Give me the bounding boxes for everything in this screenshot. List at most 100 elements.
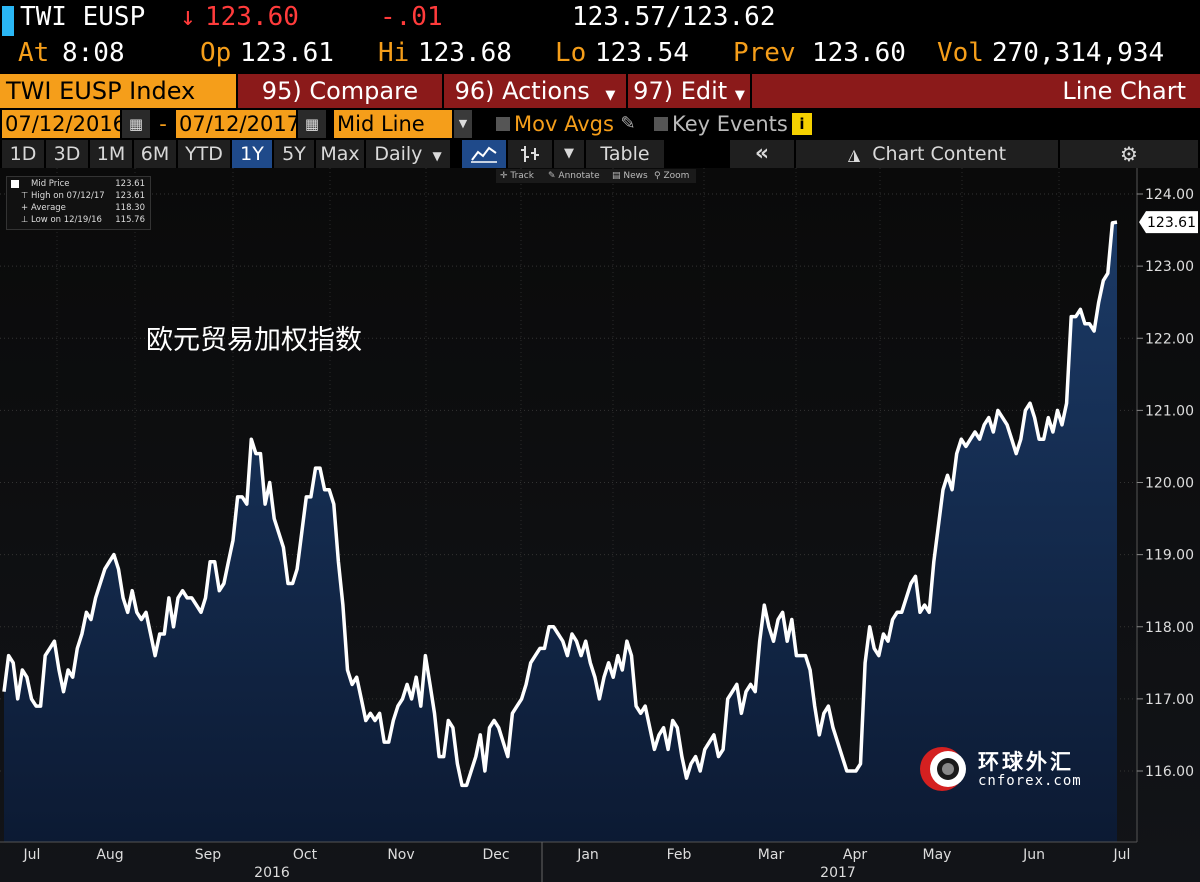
legend-row-mid: Mid Price 123.61 <box>7 178 150 190</box>
x-tick-label: Nov <box>387 847 414 863</box>
legend-high-label: High on 07/12/17 <box>31 191 105 201</box>
ohlc-glyph <box>521 146 539 162</box>
chart-type-caret-icon[interactable]: ▼ <box>554 140 584 168</box>
y-tick-label: 117.00 <box>1145 692 1194 708</box>
end-calendar-icon[interactable]: ▦ <box>298 110 326 138</box>
y-tick-label: 118.00 <box>1145 620 1194 636</box>
lo-value: 123.54 <box>595 38 689 68</box>
period-max[interactable]: Max <box>316 140 364 168</box>
chart-content-label: Chart Content <box>872 143 1007 165</box>
legend-low-value: 115.76 <box>115 215 145 225</box>
annotate-label: Annotate <box>558 171 600 181</box>
period-bar: 1D 3D 1M 6M YTD 1Y 5Y Max Daily ▼ ▼ Tabl… <box>0 140 1200 168</box>
table-button[interactable]: Table <box>586 140 664 168</box>
x-tick-label: Aug <box>96 847 123 863</box>
legend-average-value: 118.30 <box>115 203 145 213</box>
chart-tools-strip: ✛ Track ✎ Annotate ▤ News ⚲ Zoom <box>496 169 696 183</box>
x-tick-label: Mar <box>758 847 785 863</box>
period-1m[interactable]: 1M <box>90 140 132 168</box>
legend-low-icon: ⊥ <box>21 215 29 225</box>
x-year-label: 2017 <box>820 865 856 881</box>
y-tick-label: 119.00 <box>1145 548 1194 564</box>
at-time: 8:08 <box>62 38 125 68</box>
period-1y[interactable]: 1Y <box>232 140 272 168</box>
last-value-label: 123.61 <box>1147 215 1196 231</box>
x-year-label: 2016 <box>254 865 290 881</box>
watermark-site: cnforex.com <box>978 773 1082 789</box>
track-label: Track <box>510 171 534 181</box>
period-3d[interactable]: 3D <box>46 140 88 168</box>
lo-label: Lo <box>555 38 587 68</box>
watermark-cn: 环球外汇 <box>978 750 1074 774</box>
legend-low-label: Low on 12/19/16 <box>31 215 102 225</box>
last-value-badge <box>1139 211 1198 234</box>
period-6m[interactable]: 6M <box>134 140 176 168</box>
y-tick-label: 116.00 <box>1145 764 1194 780</box>
hi-value: 123.68 <box>418 38 512 68</box>
y-axis-ticks: 124.00 123.00 122.00 121.00 120.00 119.00 118.… <box>1137 187 1194 780</box>
command-bar: TWI EUSP Index 95) Compare 96) Actions ▼… <box>0 74 1200 108</box>
period-5y[interactable]: 5Y <box>274 140 314 168</box>
date-separator: - <box>159 112 167 136</box>
news-label: News <box>623 171 648 181</box>
x-tick-label: Jul <box>23 847 41 863</box>
annotate-tool[interactable]: ✎ Annotate <box>548 169 600 183</box>
actions-button[interactable]: 96) Actions ▼ <box>444 74 626 108</box>
key-events-checkbox[interactable] <box>654 117 668 131</box>
field-select[interactable]: Mid Line <box>334 110 452 138</box>
compare-button[interactable]: 95) Compare <box>238 74 442 108</box>
period-ytd[interactable]: YTD <box>178 140 230 168</box>
legend-mid-label: Mid Price <box>31 179 70 189</box>
field-select-value: Mid Line <box>337 112 425 136</box>
x-tick-label: Jan <box>576 847 599 863</box>
quote-line-2: At 8:08 Op 123.61 Hi 123.68 Lo 123.54 Pr… <box>0 38 1200 72</box>
hi-label: Hi <box>378 38 410 68</box>
line-chart-icon[interactable] <box>462 140 506 168</box>
start-date-value: 07/12/2016 <box>5 112 127 136</box>
frequency-select[interactable]: Daily ▼ <box>366 140 450 168</box>
track-icon: ✛ <box>500 171 508 181</box>
collapse-icon[interactable]: « <box>730 140 794 168</box>
edit-button[interactable]: 97) Edit ▼ <box>628 74 750 108</box>
last-value-tag: 123.61 <box>1139 211 1198 234</box>
security-field[interactable]: TWI EUSP Index <box>0 74 236 108</box>
start-calendar-icon[interactable]: ▦ <box>122 110 150 138</box>
settings-gear-icon[interactable]: ⚙ <box>1060 140 1198 168</box>
x-tick-label: Jun <box>1022 847 1045 863</box>
key-events-label[interactable]: Key Events <box>672 112 788 136</box>
chart-content-button[interactable]: ◮ Chart Content <box>796 140 1058 168</box>
price-area-fill <box>4 222 1117 843</box>
info-icon[interactable]: i <box>792 113 812 135</box>
y-tick-label: 122.00 <box>1145 331 1194 347</box>
price-line <box>2 220 1118 788</box>
period-1d[interactable]: 1D <box>2 140 44 168</box>
track-tool[interactable]: ✛ Track <box>500 169 534 183</box>
bar-chart-icon[interactable] <box>508 140 552 168</box>
op-label: Op <box>200 38 232 68</box>
end-date-input[interactable]: 07/12/2017 <box>176 110 300 138</box>
start-date-input[interactable]: 07/12/2016 <box>2 110 126 138</box>
legend-high-icon: ⊤ <box>21 191 29 201</box>
price-chart[interactable]: 124.00 123.00 122.00 121.00 120.00 119.00 118.… <box>0 168 1200 882</box>
legend-average-icon: + <box>21 203 29 213</box>
op-value: 123.61 <box>240 38 334 68</box>
x-tick-label: Feb <box>667 847 692 863</box>
security-label: TWI EUSP Index <box>6 77 196 105</box>
date-range-bar: 07/12/2016 ▦ - 07/12/2017 ▦ Mid Line ▼ M… <box>0 110 1200 140</box>
mov-avgs-checkbox[interactable] <box>496 117 510 131</box>
legend-row-high: ⊤ High on 07/12/17 123.61 <box>7 190 150 202</box>
zoom-icon: ⚲ <box>654 171 661 181</box>
mov-avgs-label[interactable]: Mov Avgs <box>514 112 614 136</box>
net-change: -.01 <box>380 2 443 32</box>
pencil-icon[interactable]: ✎ <box>620 113 636 134</box>
annotate-icon: ✎ <box>548 171 556 181</box>
news-tool[interactable]: ▤ News <box>612 169 648 183</box>
last-price: 123.60 <box>205 2 299 32</box>
field-select-caret-icon[interactable]: ▼ <box>454 110 472 138</box>
frequency-value: Daily <box>374 143 423 165</box>
quote-line-1: TWI EUSP ↓ 123.60 -.01 123.57/123.62 <box>0 2 1200 38</box>
zoom-tool[interactable]: ⚲ Zoom <box>654 169 689 183</box>
chart-legend[interactable]: Mid Price 123.61 ⊤ High on 07/12/17 123.… <box>6 176 151 230</box>
down-arrow-icon: ↓ <box>180 2 196 32</box>
y-tick-label: 124.00 <box>1145 187 1194 203</box>
